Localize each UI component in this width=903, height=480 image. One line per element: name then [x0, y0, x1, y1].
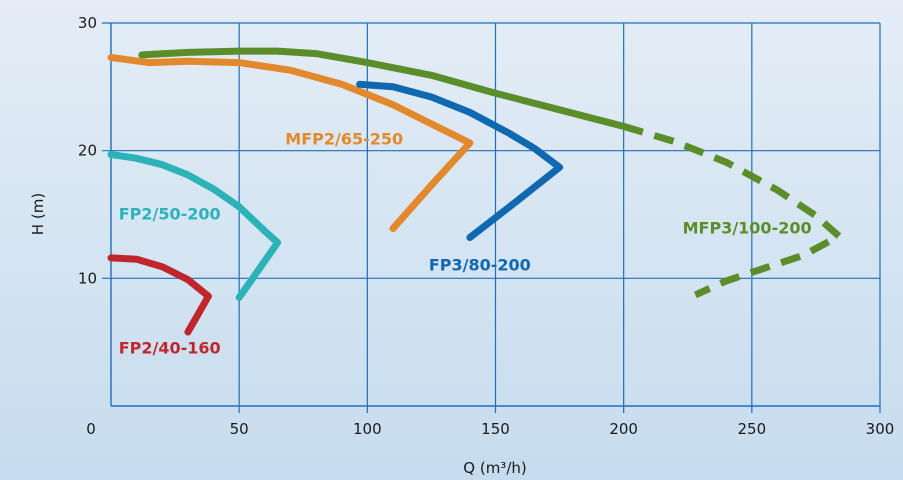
- series-line-fp2-40-160: [107, 254, 212, 336]
- series-lines: [107, 47, 843, 336]
- x-tick-label: 50: [230, 420, 249, 438]
- series-line-fp2-50-200: [107, 151, 282, 301]
- y-tick-label: 30: [78, 14, 97, 32]
- series-line-mfp2-65-250: [107, 54, 474, 232]
- axes: 0 50 100 150 200 250 300 10 20 30: [78, 14, 894, 438]
- series-label: MFP3/100-200: [683, 219, 812, 238]
- x-tick-label: 250: [738, 420, 767, 438]
- x-tick-label: 0: [86, 420, 96, 438]
- series-labels: FP2/40-160 FP2/50-200 MFP2/65-250 FP3/80-20…: [119, 129, 812, 357]
- x-tick-label: 200: [609, 420, 638, 438]
- series-line-mfp3-100-200: [138, 47, 628, 130]
- y-tick-label: 10: [78, 269, 97, 287]
- x-tick-label: 100: [353, 420, 382, 438]
- series-label: FP2/50-200: [119, 205, 221, 224]
- series-line-dashed-mfp3-100-200: [622, 123, 843, 299]
- x-tick-label: 150: [481, 420, 510, 438]
- series-label: FP3/80-200: [429, 256, 531, 275]
- y-axis-title: H (m): [29, 193, 47, 235]
- series-line-fp3-80-200: [356, 80, 564, 241]
- x-axis-title: Q (m³/h): [463, 459, 526, 477]
- series-label: FP2/40-160: [119, 339, 221, 358]
- x-tick-label: 300: [866, 420, 895, 438]
- y-tick-label: 20: [78, 142, 97, 160]
- series-label: MFP2/65-250: [285, 129, 403, 148]
